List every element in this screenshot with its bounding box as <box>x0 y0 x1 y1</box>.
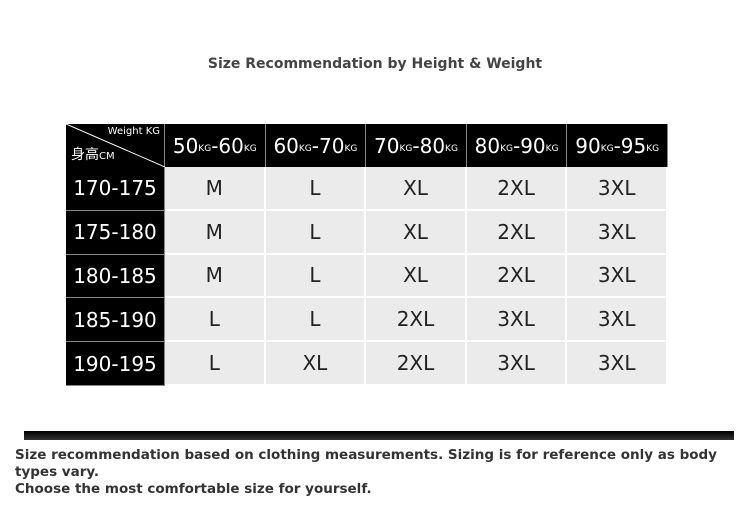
size-cell: 2XL <box>366 342 467 386</box>
corner-bottom-unit: CM <box>99 151 115 162</box>
column-header-part: 60 <box>273 133 299 158</box>
size-cell: 2XL <box>366 298 467 343</box>
column-header-part: -80 <box>412 133 446 158</box>
size-cell: 3XL <box>466 298 568 343</box>
size-cell: 3XL <box>567 298 668 343</box>
column-header-part: KG <box>545 143 559 154</box>
size-cell: XL <box>366 210 467 255</box>
size-cell: 3XL <box>466 342 568 386</box>
title: Size Recommendation by Height & Weight <box>207 56 543 72</box>
column-header: 70 KG -80 KG <box>366 124 467 167</box>
row-label: 185-190 <box>66 298 165 343</box>
column-header-part: 90 <box>575 133 601 158</box>
column-header-part: 80 <box>474 133 501 158</box>
column-header-part: KG <box>399 143 413 154</box>
size-cell: L <box>265 167 367 211</box>
size-cell: 3XL <box>567 254 668 299</box>
corner-top: Weight KG <box>107 126 160 137</box>
size-cell: 3XL <box>567 342 668 386</box>
column-header-part: KG <box>344 143 358 154</box>
size-cell: XL <box>366 167 467 211</box>
column-header-part: -90 <box>512 133 546 158</box>
size-cell: M <box>165 210 266 255</box>
size-cell: L <box>165 342 266 386</box>
column-header: 50 KG -60 KG <box>165 124 266 167</box>
size-cell: 3XL <box>567 210 668 255</box>
column-header-part: KG <box>298 143 312 154</box>
column-header-part: 70 <box>374 133 400 158</box>
divider-bar <box>24 431 734 440</box>
size-cell: M <box>165 254 266 299</box>
row-label: 170-175 <box>66 167 165 211</box>
column-header-part: -60 <box>211 133 244 158</box>
size-cell: 3XL <box>567 167 668 211</box>
footer-line: Size recommendation based on clothing me… <box>15 447 717 480</box>
row-label: 190-195 <box>66 342 165 386</box>
column-header-part: 50 <box>172 133 199 158</box>
footer: Size recommendation based on clothing me… <box>15 447 750 498</box>
size-cell: M <box>165 167 266 211</box>
size-cell: L <box>265 210 367 255</box>
column-header-part: KG <box>445 143 458 154</box>
column-header-part: KG <box>198 143 212 154</box>
column-header-part: KG <box>500 143 513 154</box>
corner-diagonal <box>66 124 165 167</box>
size-cell: XL <box>265 342 367 386</box>
corner-bottom: 身高CM <box>71 144 115 164</box>
column-header-part: -95 <box>613 133 647 158</box>
row-label: 175-180 <box>66 210 165 255</box>
corner-bottom-main: 身高 <box>71 147 99 163</box>
footer-line: Choose the most comfortable size for you… <box>15 481 372 497</box>
size-cell: L <box>265 298 367 343</box>
size-cell: 2XL <box>466 210 568 255</box>
row-label: 180-185 <box>66 254 165 299</box>
size-cell: L <box>165 298 266 343</box>
column-header-part: KG <box>600 143 614 154</box>
column-header-part: -70 <box>311 133 345 158</box>
column-header-part: KG <box>243 143 257 154</box>
size-cell: XL <box>366 254 467 299</box>
column-header: 80 KG -90 KG <box>466 124 568 167</box>
column-header: 90 KG -95 KG <box>567 124 668 167</box>
column-header: 60 KG -70 KG <box>265 124 367 167</box>
size-cell: L <box>265 254 367 299</box>
size-cell: 2XL <box>466 254 568 299</box>
corner-cell: Weight KG 身高CM <box>66 124 165 167</box>
column-header-part: KG <box>646 143 660 154</box>
size-cell: 2XL <box>466 167 568 211</box>
